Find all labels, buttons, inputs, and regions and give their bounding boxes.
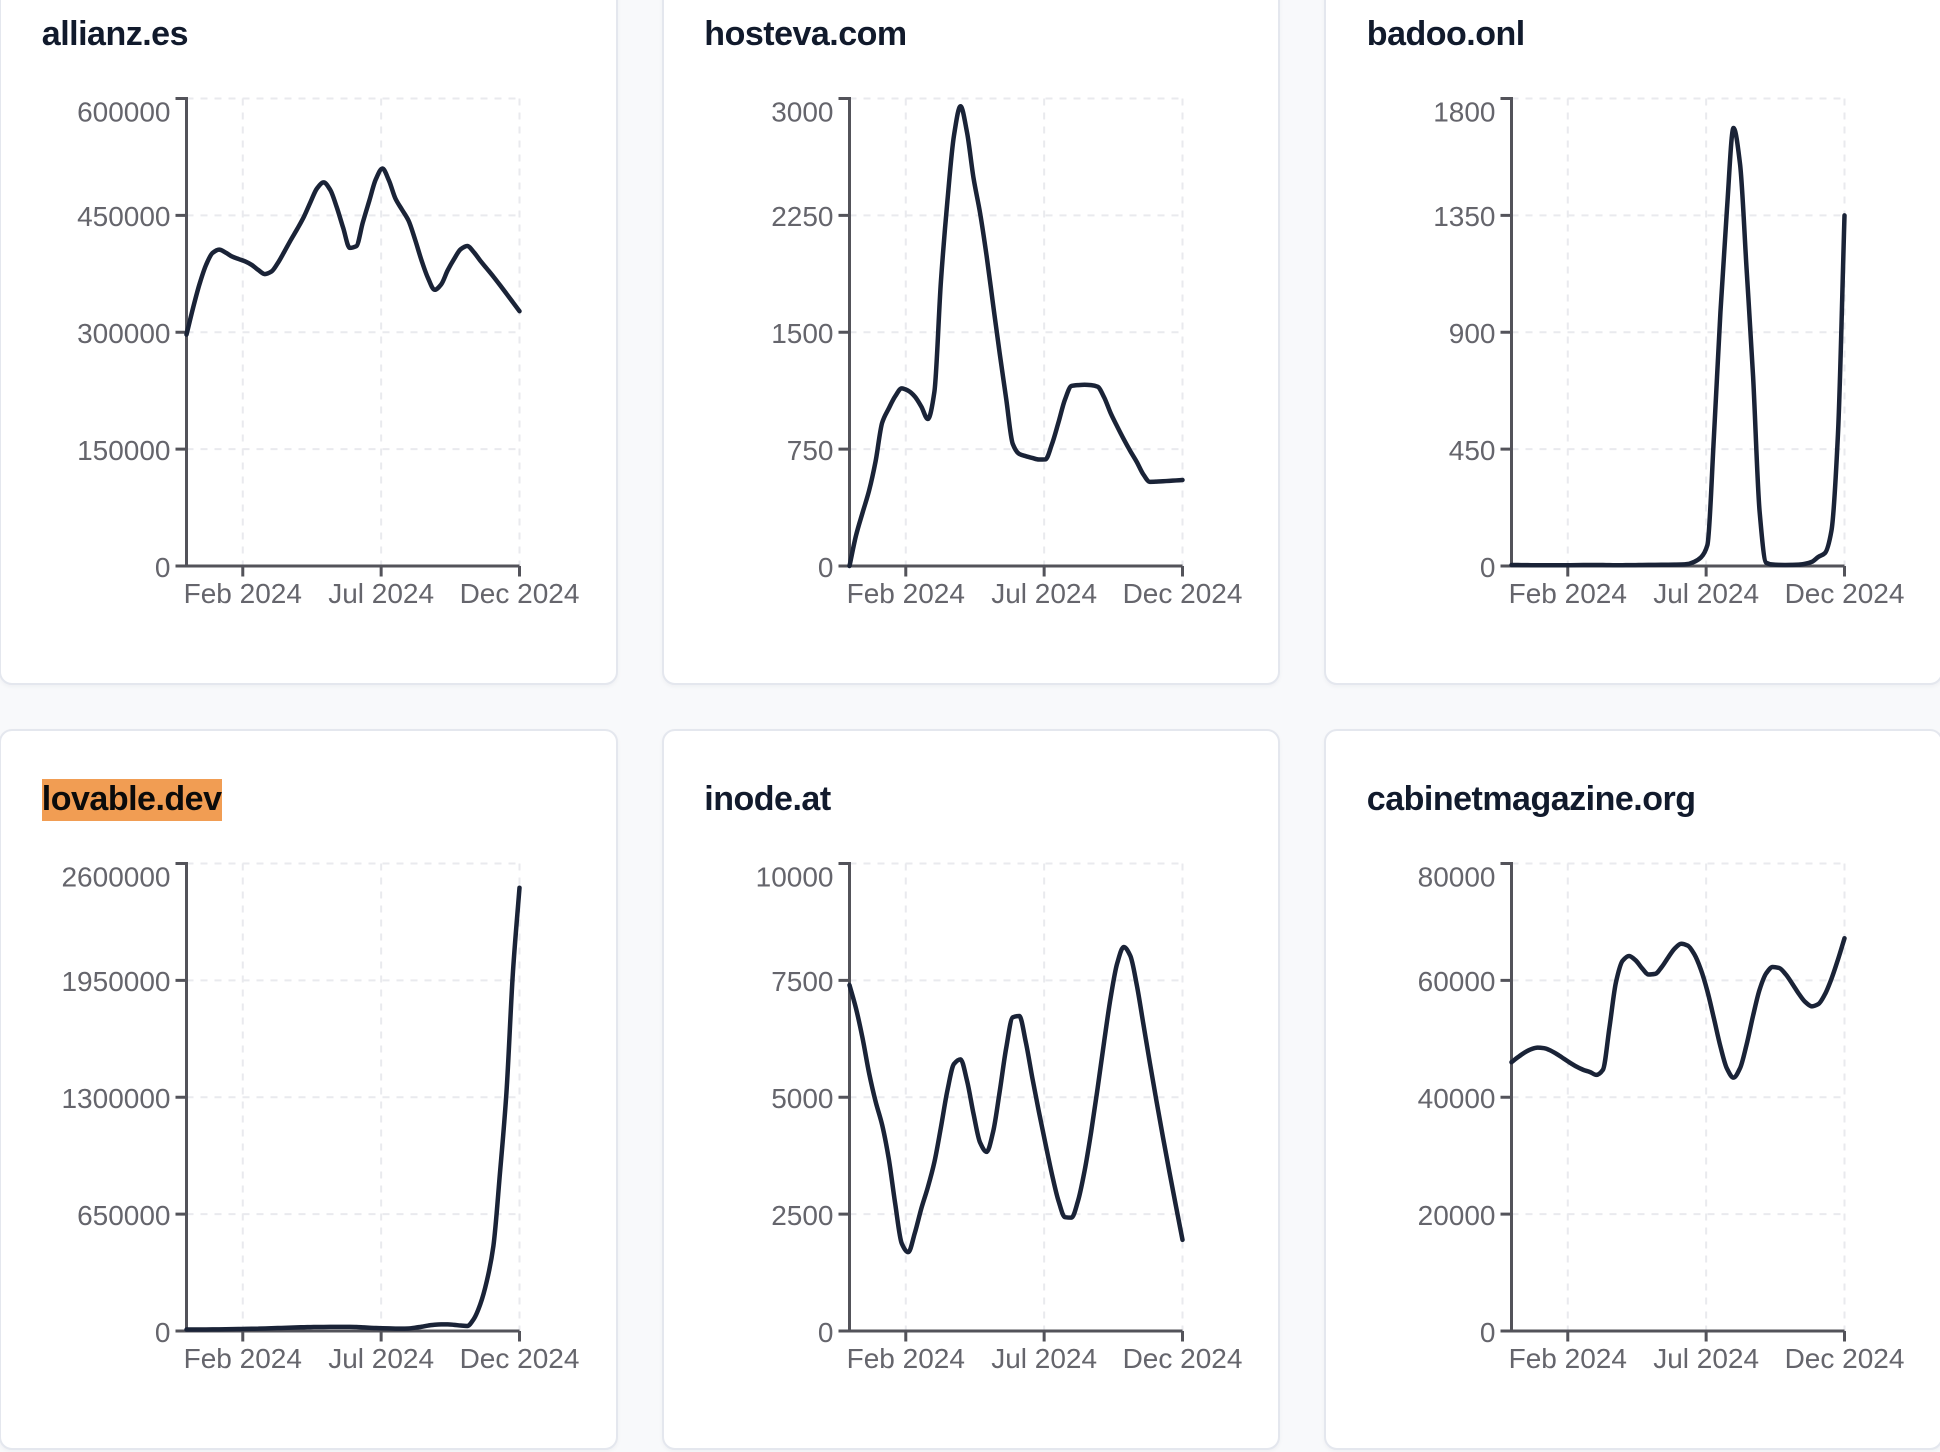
svg-text:Feb 2024: Feb 2024 — [846, 578, 964, 609]
svg-text:150000: 150000 — [77, 434, 170, 465]
svg-text:Feb 2024: Feb 2024 — [1509, 1343, 1627, 1374]
svg-text:1950000: 1950000 — [61, 966, 170, 997]
svg-text:40000: 40000 — [1418, 1083, 1496, 1114]
svg-text:0: 0 — [817, 1316, 833, 1347]
svg-text:Dec 2024: Dec 2024 — [1785, 1343, 1905, 1374]
svg-text:450: 450 — [1449, 434, 1496, 465]
svg-text:300000: 300000 — [77, 318, 170, 349]
svg-text:1800: 1800 — [1433, 96, 1495, 127]
svg-text:1350: 1350 — [1433, 201, 1495, 232]
svg-text:Dec 2024: Dec 2024 — [1122, 1343, 1242, 1374]
svg-text:Jul 2024: Jul 2024 — [991, 578, 1097, 609]
svg-text:Dec 2024: Dec 2024 — [460, 1343, 580, 1374]
svg-text:Jul 2024: Jul 2024 — [328, 578, 434, 609]
svg-text:2250: 2250 — [771, 201, 833, 232]
svg-text:10000: 10000 — [755, 861, 833, 892]
svg-text:Dec 2024: Dec 2024 — [1122, 578, 1242, 609]
svg-text:0: 0 — [155, 1316, 171, 1347]
svg-text:Dec 2024: Dec 2024 — [1785, 578, 1905, 609]
svg-text:650000: 650000 — [77, 1199, 170, 1230]
svg-text:2500: 2500 — [771, 1199, 833, 1230]
svg-text:Feb 2024: Feb 2024 — [184, 1343, 302, 1374]
svg-text:3000: 3000 — [771, 96, 833, 127]
svg-text:Jul 2024: Jul 2024 — [328, 1343, 434, 1374]
svg-text:5000: 5000 — [771, 1083, 833, 1114]
svg-text:1300000: 1300000 — [61, 1083, 170, 1114]
svg-text:0: 0 — [1480, 1316, 1496, 1347]
svg-text:0: 0 — [1480, 551, 1496, 582]
svg-text:80000: 80000 — [1418, 861, 1496, 892]
svg-text:Feb 2024: Feb 2024 — [184, 578, 302, 609]
svg-text:Feb 2024: Feb 2024 — [846, 1343, 964, 1374]
svg-text:1500: 1500 — [771, 318, 833, 349]
svg-text:750: 750 — [786, 434, 833, 465]
svg-text:7500: 7500 — [771, 966, 833, 997]
svg-text:Jul 2024: Jul 2024 — [991, 1343, 1097, 1374]
svg-text:0: 0 — [155, 551, 171, 582]
svg-text:900: 900 — [1449, 318, 1496, 349]
svg-text:2600000: 2600000 — [61, 861, 170, 892]
svg-text:Jul 2024: Jul 2024 — [1653, 578, 1759, 609]
svg-text:20000: 20000 — [1418, 1199, 1496, 1230]
svg-text:Jul 2024: Jul 2024 — [1653, 1343, 1759, 1374]
svg-text:Dec 2024: Dec 2024 — [460, 578, 580, 609]
svg-text:0: 0 — [817, 551, 833, 582]
svg-text:Feb 2024: Feb 2024 — [1509, 578, 1627, 609]
svg-text:450000: 450000 — [77, 201, 170, 232]
svg-text:600000: 600000 — [77, 96, 170, 127]
svg-text:60000: 60000 — [1418, 966, 1496, 997]
